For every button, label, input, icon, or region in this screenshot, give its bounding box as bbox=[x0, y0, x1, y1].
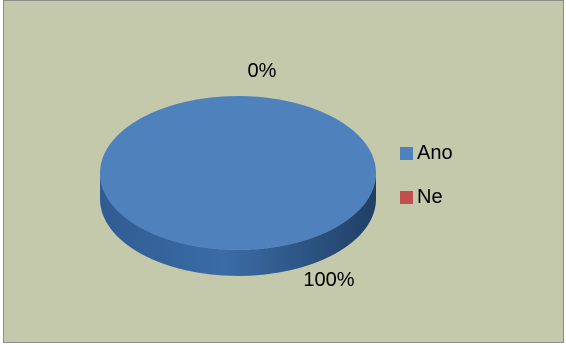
data-label-ne: 0% bbox=[248, 60, 277, 82]
legend: Ano Ne bbox=[400, 141, 453, 229]
legend-label-ano: Ano bbox=[417, 141, 453, 164]
legend-item-ne: Ne bbox=[400, 185, 453, 209]
pie-group bbox=[100, 96, 376, 276]
chart-area: 0% 100% Ano Ne bbox=[3, 0, 564, 343]
legend-swatch-ano bbox=[400, 146, 413, 160]
data-label-ano: 100% bbox=[303, 269, 354, 291]
pie-side-ano bbox=[100, 173, 376, 276]
pie-chart-svg: 0% 100% bbox=[100, 60, 376, 291]
legend-item-ano: Ano bbox=[400, 141, 453, 165]
legend-label-ne: Ne bbox=[417, 185, 443, 208]
legend-swatch-ne bbox=[400, 190, 413, 204]
pie-slice-ano bbox=[100, 96, 376, 250]
